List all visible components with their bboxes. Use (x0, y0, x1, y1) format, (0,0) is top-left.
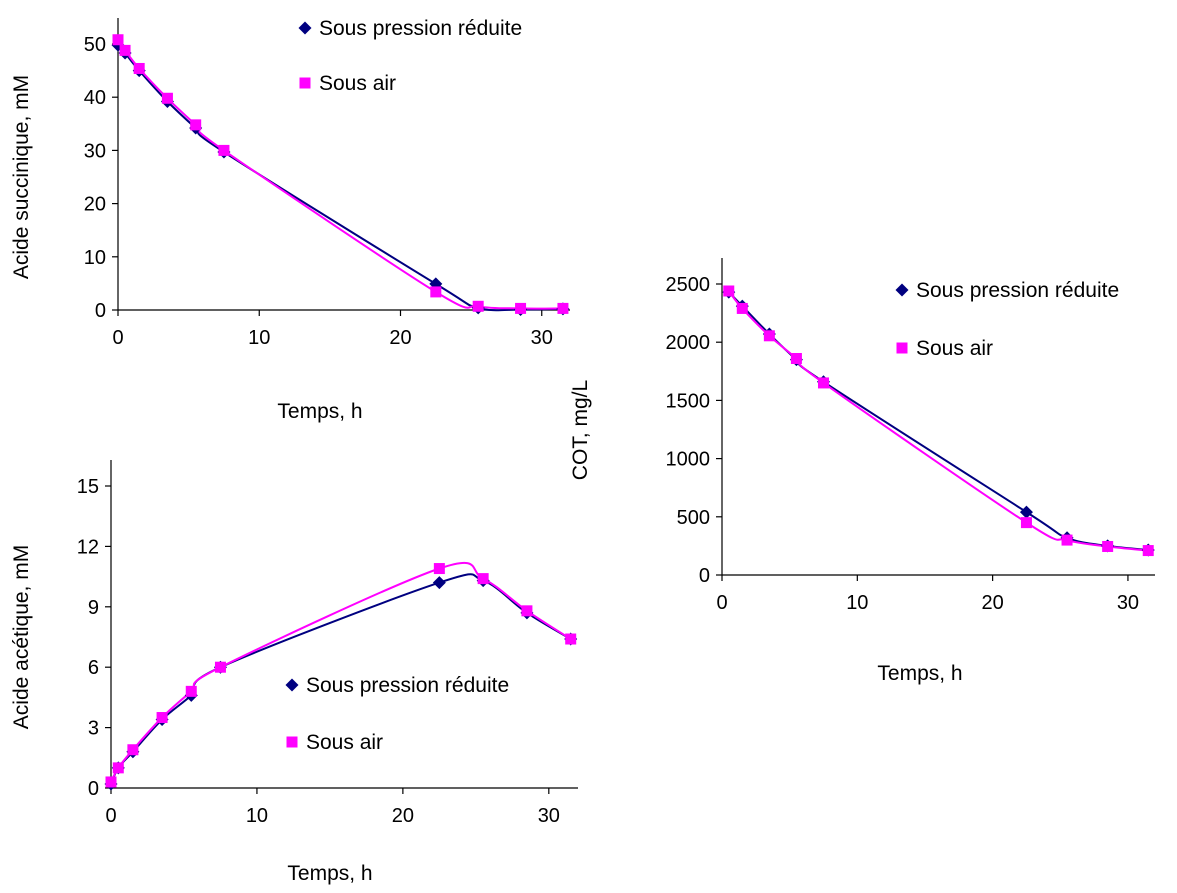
data-point-air (736, 302, 748, 314)
y-tick-label: 500 (677, 507, 710, 529)
data-point-air (112, 762, 124, 774)
trendline-air (727, 290, 1149, 552)
data-point-air (515, 302, 527, 314)
legend-label-pression: Sous pression réduite (306, 674, 509, 697)
y-tick-label: 12 (77, 536, 99, 558)
x-tick-label: 0 (105, 805, 116, 827)
y-tick-label: 20 (84, 194, 106, 216)
data-point-air (214, 661, 226, 673)
data-point-air (105, 776, 117, 788)
x-tick-label: 10 (248, 327, 270, 349)
data-point-air (1061, 534, 1073, 546)
legend-label-air: Sous air (306, 731, 383, 754)
x-axis-label: Temps, h (287, 862, 372, 885)
data-point-air (521, 605, 533, 617)
x-axis-label: Temps, h (877, 662, 962, 685)
legend-marker-pression (298, 21, 312, 35)
y-tick-label: 2500 (666, 274, 711, 296)
legend-label-air: Sous air (319, 72, 396, 95)
legend-marker-pression (285, 678, 299, 692)
data-point-air (723, 285, 735, 297)
data-point-pression (432, 576, 446, 590)
legend-marker-air (299, 77, 311, 89)
data-point-air (433, 563, 445, 575)
chart-succinique: 0 10 20 30 40 50 0 10 20 30 Temps, h Acide succiniq… (10, 17, 570, 423)
x-tick-label: 30 (531, 327, 553, 349)
data-point-pression (1019, 505, 1033, 519)
y-axis-label: COT, mg/L (569, 380, 592, 480)
data-point-air (161, 92, 173, 104)
x-tick-label: 0 (716, 592, 727, 614)
y-tick-label: 40 (84, 87, 106, 109)
data-point-air (477, 573, 489, 585)
data-point-air (430, 286, 442, 298)
y-tick-label: 1000 (666, 449, 711, 471)
y-tick-label: 0 (699, 565, 710, 587)
data-point-air (133, 62, 145, 74)
data-point-air (218, 144, 230, 156)
data-point-air (557, 302, 569, 314)
data-point-air (1102, 540, 1114, 552)
x-axis-label: Temps, h (277, 400, 362, 423)
y-tick-label: 50 (84, 34, 106, 56)
data-point-air (790, 352, 802, 364)
legend-marker-air (286, 736, 298, 748)
legend-marker-pression (895, 283, 909, 297)
data-point-air (763, 330, 775, 342)
legend-label-pression: Sous pression réduite (319, 17, 522, 40)
x-tick-label: 20 (982, 592, 1004, 614)
legend-label-pression: Sous pression réduite (916, 279, 1119, 302)
x-tick-label: 30 (538, 805, 560, 827)
x-tick-label: 30 (1117, 592, 1139, 614)
x-tick-label: 10 (246, 805, 268, 827)
y-tick-label: 1500 (666, 390, 711, 412)
y-tick-label: 2000 (666, 332, 711, 354)
legend-marker-air (896, 342, 908, 354)
y-tick-label: 30 (84, 140, 106, 162)
y-tick-label: 0 (88, 778, 99, 800)
x-tick-label: 0 (112, 327, 123, 349)
data-point-air (1142, 545, 1154, 557)
chart-cot: 0 500 1000 1500 2000 2500 0 10 20 30 Temps, h COT, … (569, 258, 1155, 685)
data-point-air (1020, 517, 1032, 529)
data-point-air (112, 34, 124, 46)
data-point-air (565, 633, 577, 645)
y-axis-label: Acide succinique, mM (10, 75, 33, 279)
data-point-air (472, 300, 484, 312)
data-point-air (190, 119, 202, 131)
data-point-air (156, 712, 168, 724)
y-tick-label: 10 (84, 247, 106, 269)
data-point-air (817, 377, 829, 389)
data-point-air (185, 685, 197, 697)
y-tick-label: 3 (88, 718, 99, 740)
y-axis-label: Acide acétique, mM (10, 545, 33, 729)
legend-label-air: Sous air (916, 337, 993, 360)
y-tick-label: 9 (88, 597, 99, 619)
trendline-pression (728, 291, 1149, 551)
data-point-air (127, 744, 139, 756)
x-tick-label: 20 (389, 327, 411, 349)
y-tick-label: 15 (77, 476, 99, 498)
x-tick-label: 20 (392, 805, 414, 827)
x-tick-label: 10 (846, 592, 868, 614)
data-point-air (119, 44, 131, 56)
y-tick-label: 0 (95, 300, 106, 322)
chart-acetique: 0 3 6 9 12 15 0 10 20 30 Temps, h Acide acétique, m… (10, 460, 578, 885)
y-tick-label: 6 (88, 657, 99, 679)
